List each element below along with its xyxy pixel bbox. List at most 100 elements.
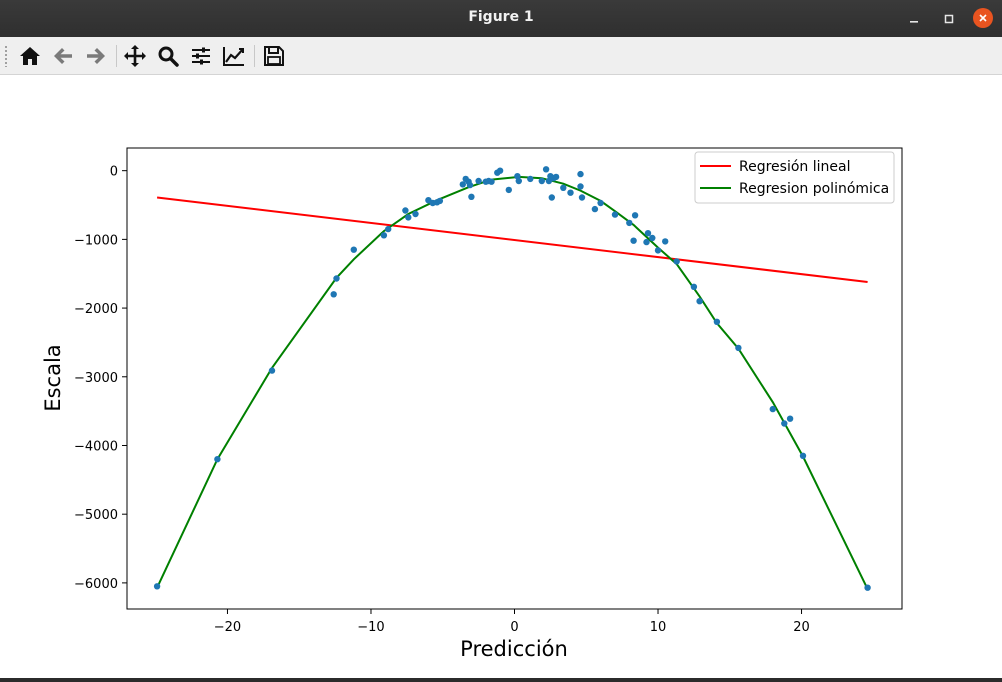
scatter-point — [268, 367, 276, 374]
scatter-point — [542, 166, 550, 173]
scatter-point — [459, 181, 466, 188]
scatter-point — [577, 170, 584, 178]
scatter-point — [713, 318, 721, 325]
y-tick-label: −4000 — [74, 439, 118, 454]
scatter-point — [496, 167, 504, 174]
axes-frame — [126, 147, 903, 610]
home-icon — [20, 47, 40, 65]
minimize-button[interactable] — [903, 8, 925, 30]
scatter-point — [654, 247, 662, 254]
scatter-point — [333, 275, 340, 282]
zoom-button[interactable] — [154, 42, 182, 70]
y-axis-label: Escala — [41, 344, 65, 411]
forward-arrow-icon — [87, 48, 105, 64]
scatter-point — [864, 584, 871, 591]
forward-button[interactable] — [82, 42, 110, 70]
scatter-point — [385, 225, 392, 233]
x-tick-label: 20 — [793, 620, 810, 635]
scatter-point — [412, 210, 419, 218]
scatter-point — [696, 298, 703, 305]
y-tick-label: −6000 — [74, 577, 118, 592]
scatter-point — [405, 214, 412, 221]
scatter-point — [781, 420, 788, 427]
scatter-point — [649, 234, 656, 242]
scatter-point — [527, 175, 534, 183]
save-button[interactable] — [260, 42, 288, 70]
scatter-point — [630, 237, 637, 244]
scatter-point — [466, 181, 474, 189]
y-tick-label: −2000 — [74, 302, 118, 317]
x-tick-label: −10 — [357, 620, 384, 635]
scatter-point — [552, 173, 560, 181]
legend: Regresión lineal Regresion polinómica — [694, 151, 895, 204]
edit-axis-icon — [223, 47, 244, 66]
configure-subplots-icon — [192, 47, 210, 65]
maximize-button[interactable] — [938, 8, 960, 30]
scatter-point — [644, 230, 652, 237]
x-tick-label: 10 — [650, 620, 667, 635]
x-tick-label: 0 — [510, 620, 518, 635]
scatter-point — [350, 246, 357, 253]
scatter-point — [690, 283, 698, 290]
scatter-point — [488, 178, 495, 185]
scatter-point — [577, 183, 584, 190]
scatter-point — [643, 238, 650, 246]
scatter-point — [548, 194, 555, 201]
y-tick-label: −5000 — [74, 508, 118, 523]
navigation-toolbar — [0, 37, 1002, 75]
maximize-icon — [944, 14, 954, 24]
scatter-point — [567, 189, 574, 196]
scatter-point — [662, 238, 669, 245]
scatter-point — [330, 291, 337, 298]
chart-svg: −20 −10 0 10 20 0 −1000 −2000 −3000 −4000 −5000 −6… — [41, 147, 903, 661]
scatter-point — [591, 205, 599, 213]
legend-label-lineal: Regresión lineal — [739, 159, 850, 175]
scatter-point — [436, 197, 444, 205]
y-tick-label: 0 — [110, 165, 118, 180]
scatter-point — [514, 173, 521, 180]
scatter-point — [505, 186, 512, 194]
pan-button[interactable] — [121, 42, 149, 70]
scatter-point — [597, 199, 604, 207]
toolbar-grip[interactable] — [4, 45, 8, 67]
x-tick-label: −20 — [214, 620, 241, 635]
scatter-point — [380, 232, 388, 239]
close-button[interactable] — [973, 8, 993, 28]
x-axis-ticks: −20 −10 0 10 20 — [214, 609, 810, 635]
home-button[interactable] — [16, 42, 44, 70]
scatter-point — [402, 207, 409, 214]
scatter-point — [578, 194, 586, 201]
legend-box — [694, 151, 895, 204]
pan-icon — [124, 45, 146, 67]
scatter-point — [626, 219, 633, 227]
scatter-point — [673, 258, 680, 265]
scatter-point — [468, 193, 475, 200]
scatter-point — [153, 583, 161, 590]
save-icon — [264, 46, 284, 66]
scatter-point — [214, 456, 221, 463]
scatter-point — [735, 344, 742, 352]
back-arrow-icon — [54, 48, 72, 64]
y-axis-ticks: 0 −1000 −2000 −3000 −4000 −5000 −6000 — [74, 165, 127, 592]
figure-canvas[interactable]: −20 −10 0 10 20 0 −1000 −2000 −3000 −4000 −5000 −6… — [0, 75, 1002, 678]
window-title: Figure 1 — [468, 9, 534, 25]
configure-subplots-button[interactable] — [187, 42, 215, 70]
title-bar: Figure 1 — [0, 0, 1002, 37]
x-axis-label: Predicción — [460, 637, 568, 661]
scatter-point — [769, 405, 776, 413]
edit-axis-button[interactable] — [220, 42, 248, 70]
back-button[interactable] — [49, 42, 77, 70]
series-line-lineal — [156, 196, 868, 283]
scatter-point — [611, 211, 619, 218]
scatter-point — [560, 184, 567, 191]
scatter-point — [786, 415, 794, 422]
minimize-icon — [910, 21, 918, 23]
y-tick-label: −3000 — [74, 371, 118, 386]
zoom-icon — [158, 46, 179, 67]
scatter-point — [631, 212, 639, 219]
toolbar-separator — [254, 45, 255, 67]
legend-label-polinomica: Regresion polinómica — [739, 181, 889, 197]
scatter-point — [538, 177, 545, 185]
scatter-point — [799, 452, 807, 459]
